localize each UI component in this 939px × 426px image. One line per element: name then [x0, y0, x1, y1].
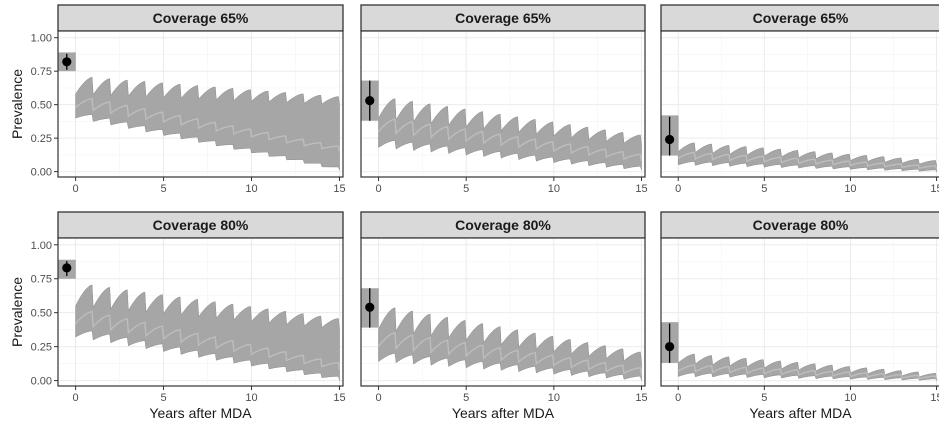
facet-title: Coverage 80% — [753, 217, 849, 233]
x-tick-label: 15 — [930, 392, 939, 404]
facet-title: Coverage 65% — [153, 10, 249, 26]
y-tick-label: 1.00 — [31, 240, 52, 252]
y-tick-label: 0.00 — [31, 376, 52, 388]
x-tick-label: 5 — [463, 183, 469, 195]
y-tick-label: 1.00 — [31, 33, 52, 45]
median-line — [75, 310, 341, 370]
baseline-point — [665, 342, 675, 352]
facet-panel: Coverage 65% 0 5 10 15 — [660, 4, 939, 195]
panel-border — [660, 30, 939, 178]
median-line — [75, 97, 341, 152]
x-tick-label: 10 — [548, 183, 560, 195]
y-axis-title: Prevalence — [9, 69, 25, 139]
baseline-point — [62, 263, 72, 273]
x-tick-label: 10 — [245, 392, 257, 404]
x-tick-label: 5 — [761, 392, 767, 404]
facet-strip — [360, 4, 646, 32]
panel-border — [57, 237, 344, 387]
y-tick-label: 0.50 — [31, 100, 52, 112]
x-tick-label: 15 — [333, 392, 345, 404]
facet-strip — [660, 211, 939, 239]
facet-strip — [360, 211, 646, 239]
x-axis-title: Years after MDA — [749, 405, 852, 421]
uncertainty-band — [677, 353, 937, 382]
facet-panel: Coverage 65% 0 5 10 15 0.00 0.25 0.50 0.75 1.00 Pr… — [9, 4, 346, 195]
x-tick-label: 0 — [375, 392, 381, 404]
facet-strip — [57, 4, 344, 32]
facet-panel: Coverage 80% 0 5 10 15 Years after MDA — [660, 211, 939, 421]
x-tick-label: 10 — [548, 392, 560, 404]
x-tick-label: 10 — [844, 392, 856, 404]
panel-border — [660, 237, 939, 387]
median-line — [377, 331, 643, 376]
facet-title: Coverage 80% — [153, 217, 249, 233]
panel-border — [360, 30, 646, 178]
y-tick-label: 0.00 — [31, 167, 52, 179]
baseline-point — [62, 57, 72, 67]
y-tick-label: 0.75 — [31, 274, 52, 286]
panel-border — [57, 30, 344, 178]
x-tick-label: 0 — [73, 183, 79, 195]
x-axis-title: Years after MDA — [149, 405, 252, 421]
y-tick-label: 0.50 — [31, 308, 52, 320]
x-axis-title: Years after MDA — [452, 405, 555, 421]
baseline-point — [665, 134, 675, 145]
x-tick-label: 5 — [160, 183, 166, 195]
x-tick-label: 10 — [245, 183, 257, 195]
y-axis-title: Prevalence — [9, 277, 25, 347]
panel-border — [360, 237, 646, 387]
x-tick-label: 0 — [73, 392, 79, 404]
facet-title: Coverage 65% — [455, 10, 551, 26]
grid-lines — [58, 238, 343, 386]
y-tick-label: 0.25 — [31, 133, 52, 145]
x-tick-label: 10 — [844, 183, 856, 195]
uncertainty-band — [378, 307, 642, 381]
facet-title: Coverage 80% — [455, 217, 551, 233]
facet-panel: Coverage 80% 0 5 10 15 0.00 0.25 0.50 0.75 1.00 Pr… — [9, 211, 346, 421]
grid-lines — [661, 238, 939, 386]
median-line — [377, 118, 643, 162]
facet-panel: Coverage 80% 0 5 10 15 Years after MDA — [360, 211, 648, 421]
median-line — [677, 364, 938, 380]
baseline-point — [365, 302, 375, 312]
x-tick-label: 0 — [675, 183, 681, 195]
uncertainty-band — [75, 284, 340, 381]
y-tick-label: 0.25 — [31, 342, 52, 354]
x-tick-label: 15 — [333, 183, 345, 195]
x-tick-label: 5 — [761, 183, 767, 195]
x-tick-label: 15 — [635, 392, 647, 404]
y-tick-label: 0.75 — [31, 66, 52, 78]
median-line — [677, 151, 938, 170]
uncertainty-band — [378, 98, 642, 171]
x-tick-label: 0 — [675, 392, 681, 404]
facet-panel: Coverage 65% 0 5 10 15 — [360, 4, 648, 195]
x-tick-label: 5 — [160, 392, 166, 404]
x-tick-label: 15 — [930, 183, 939, 195]
x-tick-label: 5 — [463, 392, 469, 404]
baseline-point — [365, 96, 375, 106]
facet-title: Coverage 65% — [753, 10, 849, 26]
x-tick-label: 15 — [635, 183, 647, 195]
x-tick-label: 0 — [375, 183, 381, 195]
